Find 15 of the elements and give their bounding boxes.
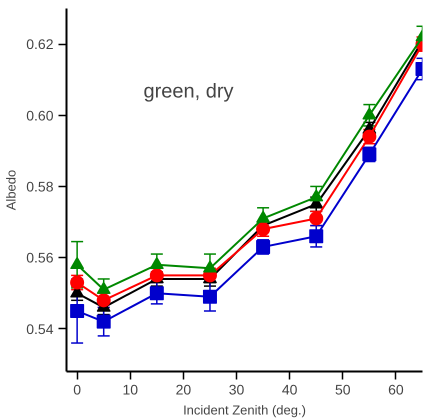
y-tick-label: 0.54 — [26, 320, 54, 337]
x-tick-label: 50 — [335, 382, 351, 398]
x-tick-label: 30 — [228, 382, 245, 398]
x-tick-label: 60 — [388, 382, 404, 398]
x-axis-title: Incident Zenith (deg.) — [183, 402, 306, 418]
x-tick-label: 10 — [122, 382, 138, 398]
x-tick-label: 20 — [176, 382, 192, 398]
y-tick-label: 0.56 — [26, 250, 54, 266]
annotation: green, dry — [144, 80, 234, 102]
y-tick-label: 0.62 — [26, 36, 54, 52]
x-tick-label: 40 — [282, 382, 298, 398]
y-tick-label: 0.58 — [26, 178, 54, 194]
y-axis-title: Albedo — [3, 170, 18, 210]
y-tick-label: 0.60 — [26, 107, 54, 124]
x-tick-label: 0 — [73, 382, 82, 398]
